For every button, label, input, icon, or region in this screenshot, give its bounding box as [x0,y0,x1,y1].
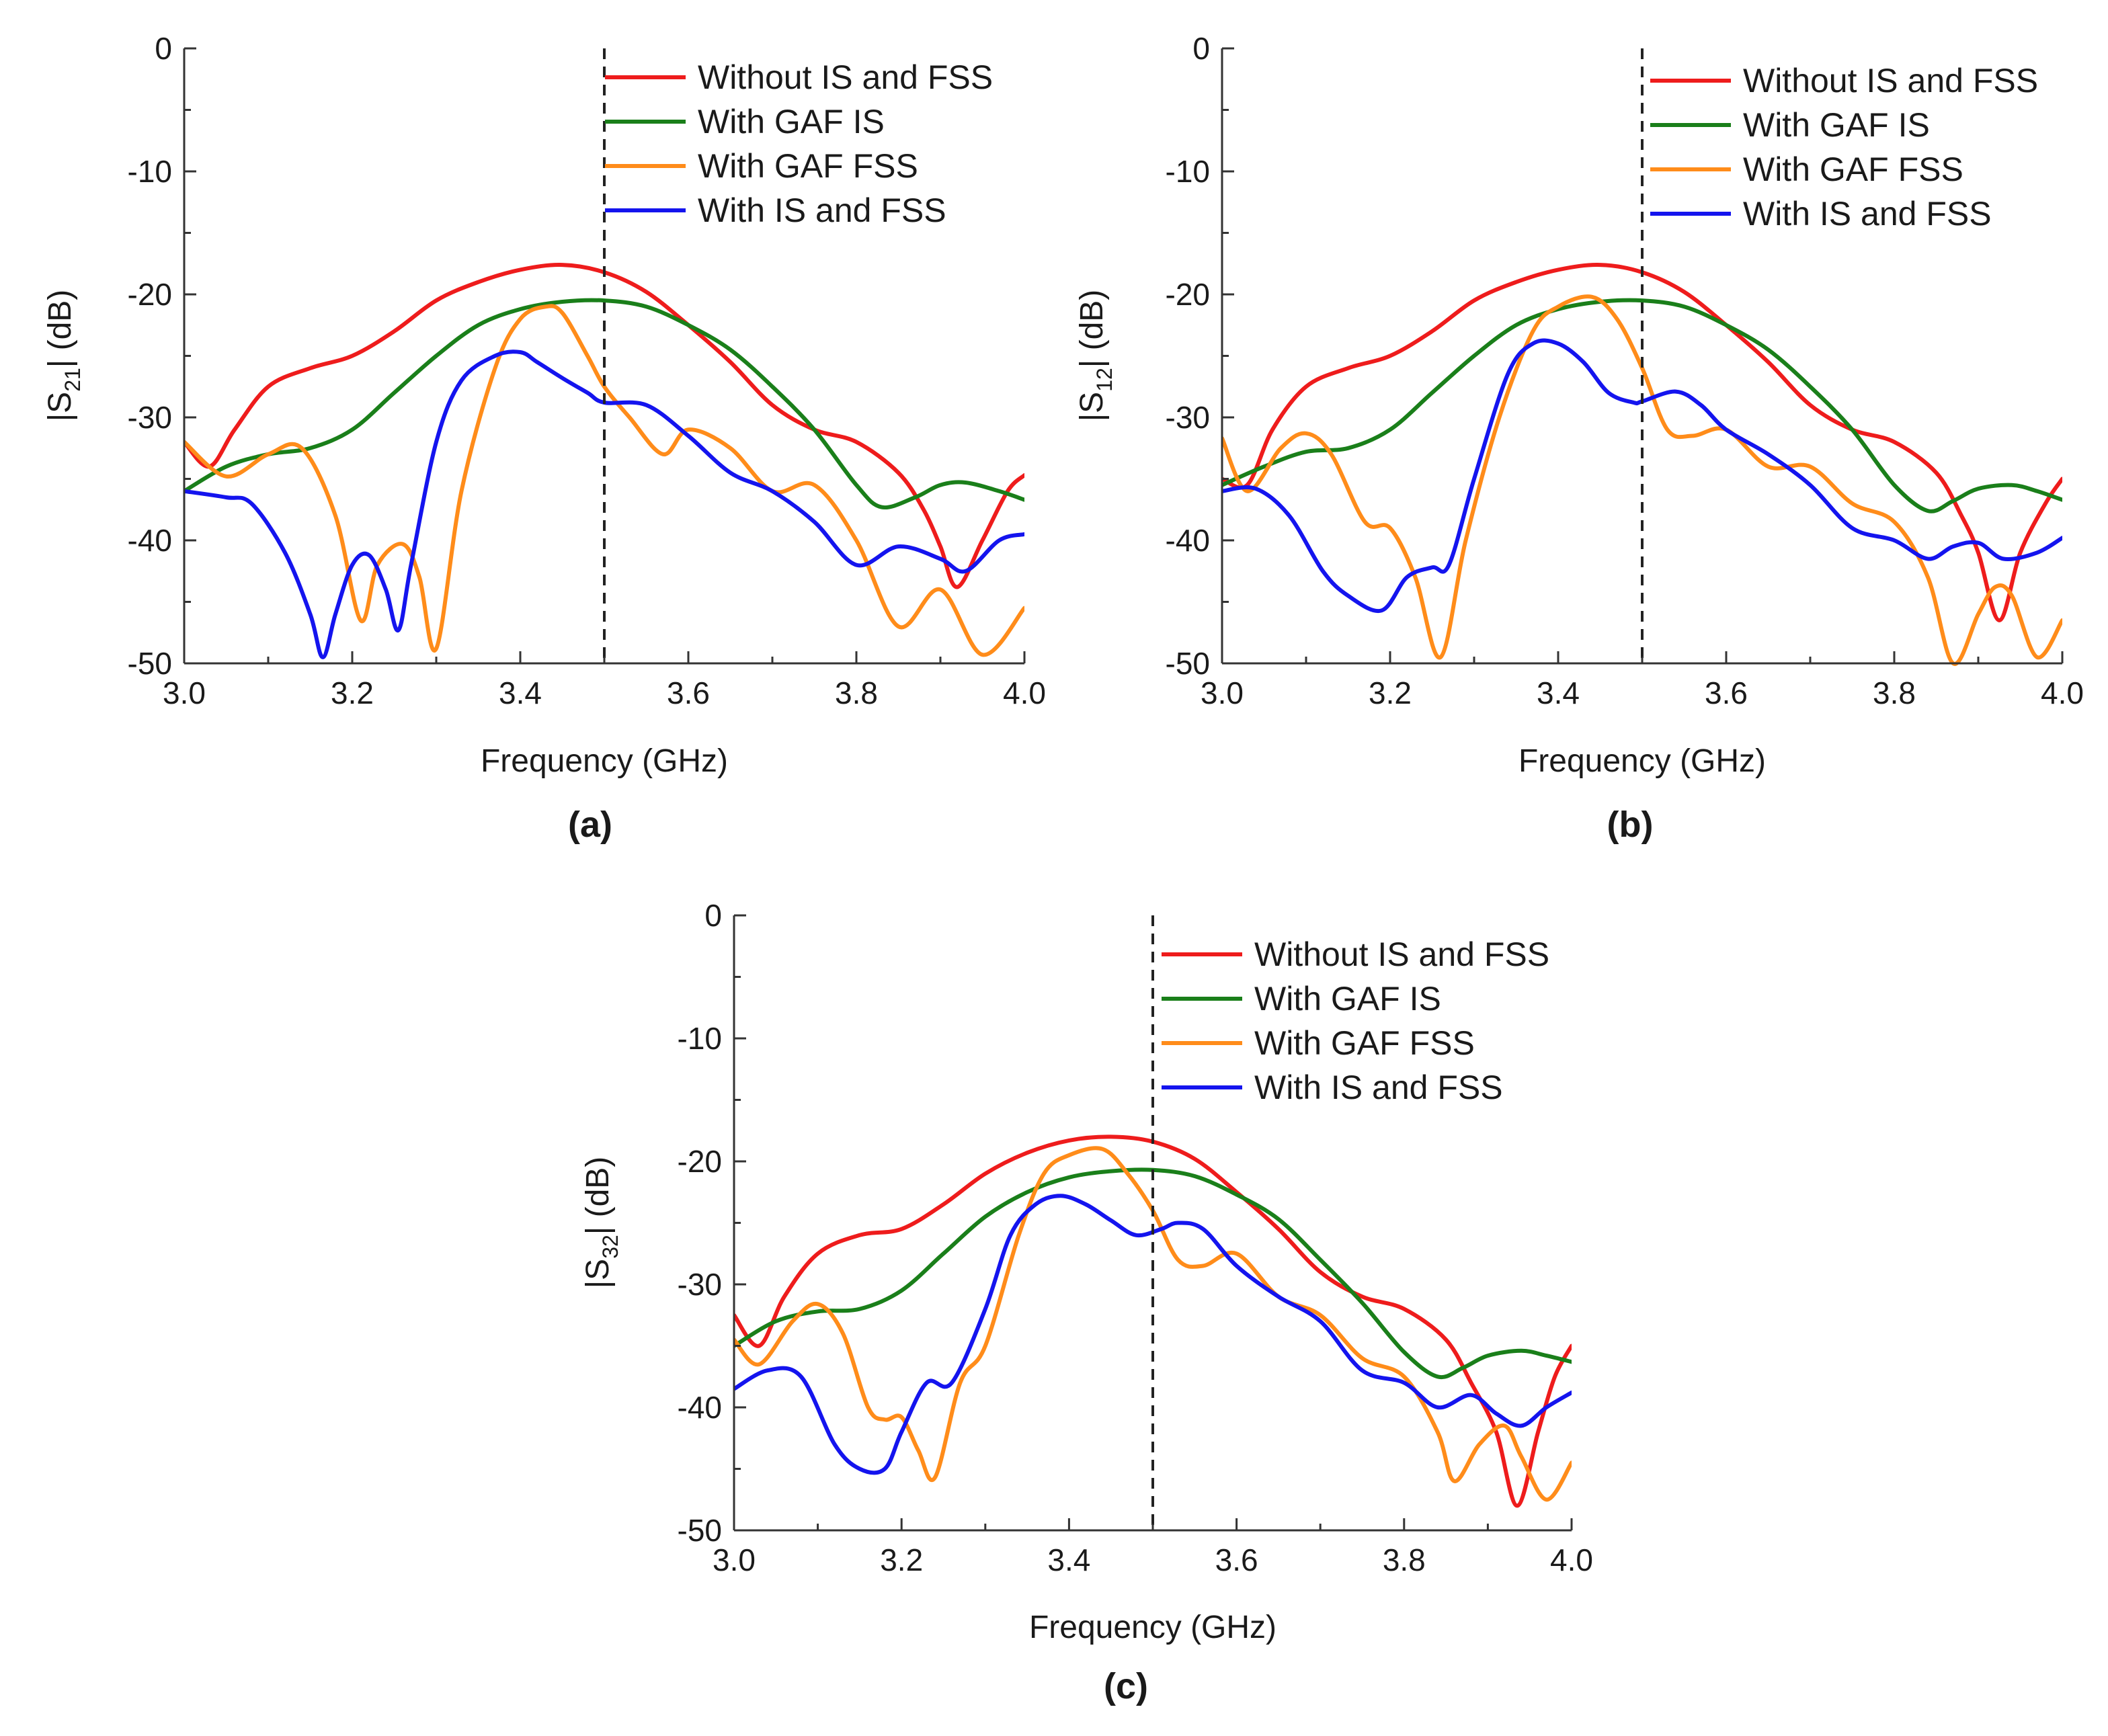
y-axis-title-a: |S21| (dB) [42,290,85,422]
series-line-c-3 [734,1146,1572,1502]
panel-label-b: (b) [1607,804,1654,845]
y-tick-label-b: -50 [1166,646,1210,681]
series-group-a [184,263,1024,659]
x-tick-label-c: 4.0 [1550,1542,1593,1577]
legend-label-b-2: With GAF IS [1743,106,1930,144]
x-tick-label-b: 3.2 [1369,675,1412,710]
y-tick-label-a: 0 [155,31,172,66]
series-line-a-4 [184,349,1024,659]
y-tick-label-b: 0 [1192,31,1210,66]
legend-label-b-3: With GAF FSS [1743,151,1963,188]
x-tick-label-a: 3.6 [667,675,710,710]
y-tick-label-a: -30 [128,400,172,435]
legend-label-a-1: Without IS and FSS [698,58,993,96]
series-line-c-2 [734,1167,1572,1380]
panel-label-a: (a) [568,804,612,845]
y-tick-label-c: -20 [678,1144,722,1179]
x-tick-label-b: 3.4 [1537,675,1580,710]
x-tick-label-c: 3.0 [713,1542,756,1577]
x-tick-label-b: 4.0 [2041,675,2084,710]
x-tick-label-a: 3.4 [499,675,542,710]
series-group-c [734,1134,1572,1508]
y-tick-label-b: -40 [1166,523,1210,558]
x-tick-label-b: 3.8 [1873,675,1916,710]
y-tick-label-c: 0 [704,898,722,933]
x-axis-title-b: Frequency (GHz) [1518,743,1766,779]
legend-label-b-4: With IS and FSS [1743,195,1992,233]
y-tick-label-a: -50 [128,646,172,681]
series-line-c-4 [734,1194,1572,1475]
series-line-c-1 [734,1134,1572,1508]
series-line-b-3 [1222,294,2062,666]
series-line-a-1 [184,263,1024,589]
y-tick-label-c: -30 [678,1267,722,1302]
y-axis-title-b: |S12| (dB) [1074,290,1117,422]
chart-panel-b: |S12| (dB) Frequency (GHz) (b) 0 -10 -20 -3… [1074,31,2084,845]
x-tick-label-a: 3.8 [835,675,878,710]
chart-panel-c: |S32| (dB) Frequency (GHz) (c) 0 -10 -20 -3… [580,898,1593,1706]
panel-label-c: (c) [1104,1666,1148,1706]
legend-label-c-4: With IS and FSS [1254,1069,1503,1106]
x-tick-label-c: 3.2 [880,1542,923,1577]
legend-label-a-4: With IS and FSS [698,192,946,229]
legend-label-c-1: Without IS and FSS [1254,936,1549,973]
series-line-a-2 [184,298,1024,510]
x-tick-label-c: 3.6 [1215,1542,1258,1577]
y-tick-label-a: -20 [128,277,172,312]
legend-b: Without IS and FSS With GAF IS With GAF FS… [1650,62,2038,233]
y-tick-label-c: -40 [678,1390,722,1425]
y-tick-label-a: -10 [128,154,172,189]
x-tick-label-b: 3.0 [1201,675,1244,710]
y-tick-label-b: -20 [1166,277,1210,312]
x-tick-label-a: 3.0 [163,675,206,710]
y-tick-label-b: -10 [1166,154,1210,189]
legend-label-a-2: With GAF IS [698,103,885,140]
y-tick-label-c: -10 [678,1021,722,1056]
y-tick-label-c: -50 [678,1513,722,1548]
x-tick-label-b: 3.6 [1705,675,1748,710]
legend-a: Without IS and FSS With GAF IS With GAF FS… [605,58,993,229]
y-tick-label-b: -30 [1166,400,1210,435]
series-line-b-4 [1222,338,2062,614]
series-line-b-2 [1222,298,2062,513]
series-line-a-3 [184,304,1024,657]
y-tick-label-a: -40 [128,523,172,558]
legend-label-c-2: With GAF IS [1254,980,1441,1018]
x-axis-title-c: Frequency (GHz) [1029,1610,1276,1645]
series-line-b-1 [1222,263,2062,622]
x-tick-label-c: 3.4 [1047,1542,1090,1577]
x-tick-label-c: 3.8 [1383,1542,1426,1577]
legend-label-a-3: With GAF FSS [698,147,918,185]
legend-c: Without IS and FSS With GAF IS With GAF FS… [1162,936,1549,1106]
x-tick-label-a: 3.2 [331,675,374,710]
x-axis-title-a: Frequency (GHz) [481,743,728,779]
y-axis-title-c: |S32| (dB) [580,1157,622,1289]
chart-panel-a: |S21| (dB) Frequency (GHz) (a) 0 -10 -20 -3… [42,31,1046,845]
legend-label-b-1: Without IS and FSS [1743,62,2038,99]
x-tick-label-a: 4.0 [1003,675,1046,710]
legend-label-c-3: With GAF FSS [1254,1024,1475,1062]
